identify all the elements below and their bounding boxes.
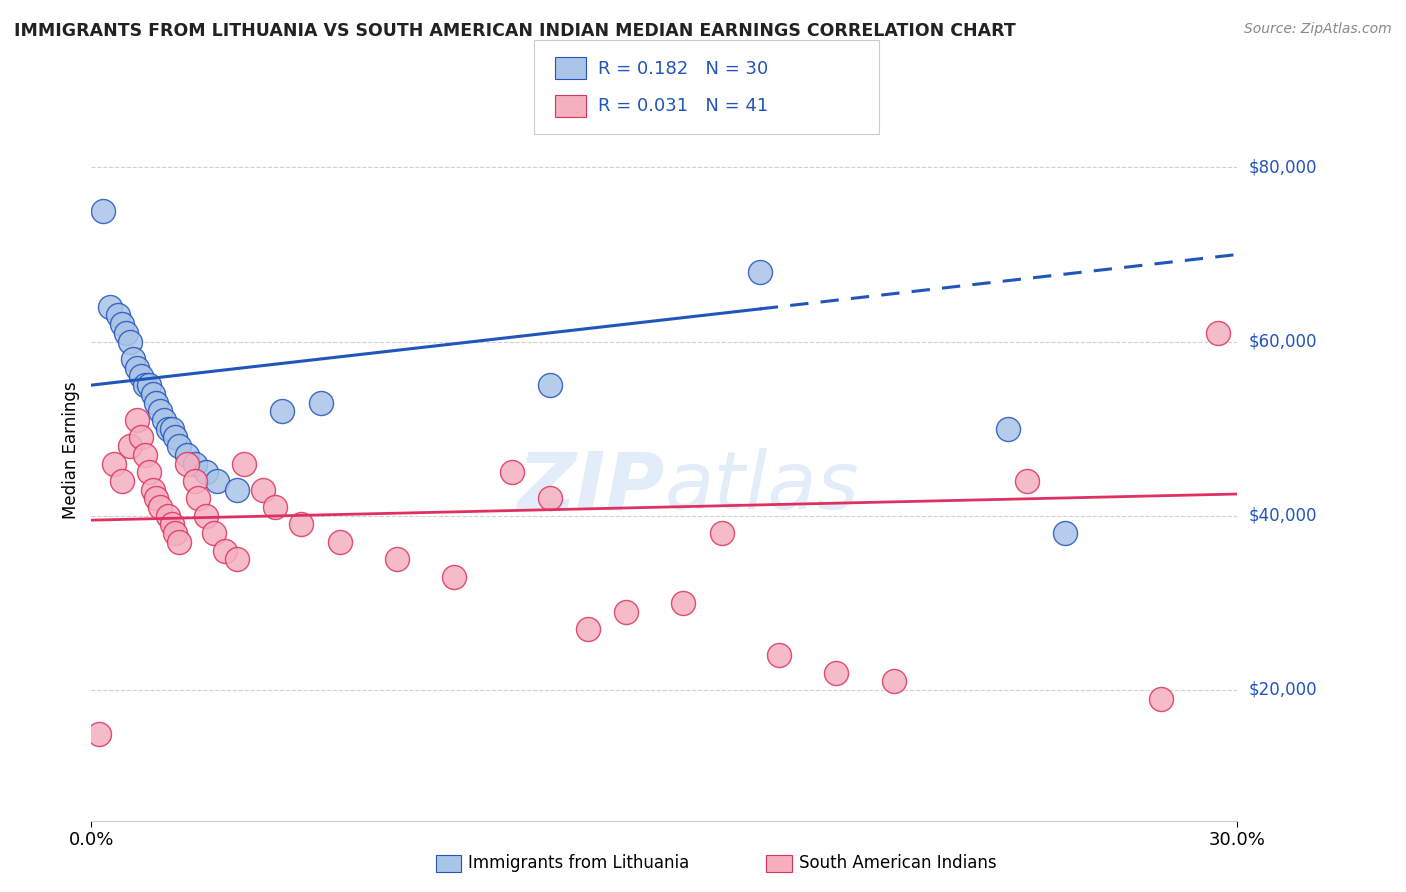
Point bbox=[501, 465, 523, 479]
Point bbox=[176, 448, 198, 462]
Point bbox=[748, 265, 770, 279]
Point bbox=[710, 526, 733, 541]
Point bbox=[997, 422, 1019, 436]
Point bbox=[103, 457, 125, 471]
Text: R = 0.031   N = 41: R = 0.031 N = 41 bbox=[598, 97, 768, 115]
Point bbox=[252, 483, 274, 497]
Point bbox=[1150, 691, 1173, 706]
Point bbox=[882, 674, 904, 689]
Point bbox=[329, 535, 352, 549]
Point bbox=[118, 334, 141, 349]
Point bbox=[165, 526, 187, 541]
Point bbox=[122, 351, 145, 366]
Point bbox=[129, 369, 152, 384]
Point bbox=[207, 474, 229, 488]
Point bbox=[194, 508, 217, 523]
Point bbox=[1206, 326, 1229, 340]
Point bbox=[167, 439, 190, 453]
Point bbox=[160, 517, 183, 532]
Point bbox=[111, 317, 134, 331]
Point bbox=[127, 413, 149, 427]
Text: IMMIGRANTS FROM LITHUANIA VS SOUTH AMERICAN INDIAN MEDIAN EARNINGS CORRELATION C: IMMIGRANTS FROM LITHUANIA VS SOUTH AMERI… bbox=[14, 22, 1015, 40]
Point bbox=[233, 457, 256, 471]
Point bbox=[1017, 474, 1039, 488]
Point bbox=[156, 508, 179, 523]
Point bbox=[156, 422, 179, 436]
Text: $20,000: $20,000 bbox=[1249, 681, 1317, 699]
Point bbox=[127, 360, 149, 375]
Point bbox=[194, 465, 217, 479]
Point bbox=[309, 395, 332, 409]
Point bbox=[271, 404, 294, 418]
Point bbox=[263, 500, 285, 514]
Point bbox=[114, 326, 136, 340]
Point bbox=[225, 483, 247, 497]
Point bbox=[107, 309, 129, 323]
Text: ZIP: ZIP bbox=[517, 449, 664, 526]
Point bbox=[443, 570, 465, 584]
Y-axis label: Median Earnings: Median Earnings bbox=[62, 382, 80, 519]
Point bbox=[149, 500, 172, 514]
Point bbox=[225, 552, 247, 566]
Point bbox=[160, 422, 183, 436]
Point bbox=[187, 491, 209, 506]
Point bbox=[183, 474, 205, 488]
Point bbox=[768, 648, 790, 662]
Point bbox=[138, 465, 160, 479]
Point bbox=[290, 517, 312, 532]
Point bbox=[167, 535, 190, 549]
Point bbox=[111, 474, 134, 488]
Point bbox=[87, 726, 110, 740]
Point bbox=[538, 491, 561, 506]
Text: $40,000: $40,000 bbox=[1249, 507, 1317, 524]
Point bbox=[91, 203, 114, 218]
Point bbox=[134, 378, 156, 392]
Point bbox=[576, 622, 599, 636]
Point bbox=[202, 526, 225, 541]
Text: $80,000: $80,000 bbox=[1249, 159, 1317, 177]
Point bbox=[183, 457, 205, 471]
Point bbox=[672, 596, 695, 610]
Point bbox=[825, 665, 848, 680]
Text: South American Indians: South American Indians bbox=[799, 855, 997, 872]
Point bbox=[614, 605, 637, 619]
Point bbox=[141, 483, 163, 497]
Text: atlas: atlas bbox=[664, 449, 859, 526]
Text: Source: ZipAtlas.com: Source: ZipAtlas.com bbox=[1244, 22, 1392, 37]
Text: $60,000: $60,000 bbox=[1249, 333, 1317, 351]
Point bbox=[138, 378, 160, 392]
Text: Immigrants from Lithuania: Immigrants from Lithuania bbox=[468, 855, 689, 872]
Point bbox=[153, 413, 176, 427]
Point bbox=[118, 439, 141, 453]
Point bbox=[214, 543, 236, 558]
Point bbox=[134, 448, 156, 462]
Point bbox=[149, 404, 172, 418]
Point bbox=[1054, 526, 1077, 541]
Point bbox=[176, 457, 198, 471]
Point bbox=[538, 378, 561, 392]
Text: R = 0.182   N = 30: R = 0.182 N = 30 bbox=[598, 60, 768, 78]
Point bbox=[145, 395, 167, 409]
Point bbox=[145, 491, 167, 506]
Point bbox=[129, 430, 152, 444]
Point bbox=[165, 430, 187, 444]
Point bbox=[385, 552, 408, 566]
Point bbox=[141, 387, 163, 401]
Point bbox=[100, 300, 122, 314]
